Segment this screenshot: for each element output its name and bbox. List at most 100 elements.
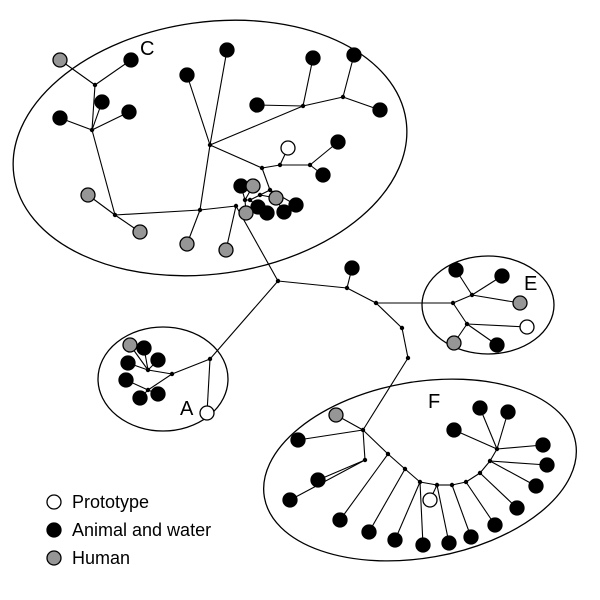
cluster-label-E: E [524,273,537,295]
internal-node [400,326,404,330]
node-animal [447,423,461,437]
edge [290,460,365,500]
edge [210,50,227,145]
internal-node [435,483,439,487]
internal-node [276,279,280,283]
edge [402,328,408,358]
node-human [219,243,233,257]
node-prototype [281,141,295,155]
node-human [133,225,147,239]
node-human [81,188,95,202]
node-animal [137,341,151,355]
edge [376,303,402,328]
node-animal [540,458,554,472]
edge [363,358,408,430]
internal-node [308,163,312,167]
node-animal [510,501,524,515]
node-human [513,296,527,310]
internal-node [198,208,202,212]
node-animal [283,493,297,507]
internal-node [361,428,365,432]
internal-node [403,467,407,471]
edge [172,359,210,374]
cluster-outline-C [0,0,424,300]
leaf-nodes [53,43,554,552]
edge [303,97,343,106]
legend-marker-human [47,551,61,565]
edge [298,430,363,440]
node-animal [260,206,274,220]
node-animal [306,51,320,65]
internal-node [451,301,455,305]
edge [437,485,449,543]
node-human [447,336,461,350]
internal-node [450,483,454,487]
edge [262,165,280,168]
internal-node [248,198,252,202]
internal-node [260,166,264,170]
internal-node [208,143,212,147]
edge [453,303,467,324]
node-animal [362,525,376,539]
node-animal [180,68,194,82]
edge [420,482,423,545]
node-animal [289,198,303,212]
legend-label: Human [72,548,130,568]
edge [363,430,365,460]
node-human [123,338,137,352]
node-prototype [520,320,534,334]
edge [347,288,376,303]
edge [405,469,420,482]
edge [453,295,472,303]
node-animal [473,401,487,415]
internal-node [146,368,150,372]
node-human [239,206,253,220]
node-animal [124,53,138,67]
legend-label: Animal and water [72,520,211,540]
node-animal [490,338,504,352]
edge [318,460,365,480]
internal-node [208,357,212,361]
edge [369,469,405,532]
edge [92,130,115,215]
node-prototype [423,493,437,507]
edge [388,454,405,469]
edges-layer [60,50,547,545]
internal-node [470,293,474,297]
cluster-label-A: A [180,398,194,420]
node-animal [449,263,463,277]
edge [420,482,437,485]
internal-node [243,198,247,202]
edge [466,482,495,525]
internal-nodes [90,83,499,487]
internal-node [464,480,468,484]
node-animal [495,269,509,283]
node-animal [529,479,543,493]
cluster-label-C: C [140,38,154,60]
edge [480,461,490,473]
node-animal [316,168,330,182]
node-animal [291,433,305,447]
edge [340,454,388,520]
edge [200,206,236,210]
edge [490,461,536,486]
node-animal [416,538,430,552]
cluster-label-F: F [428,391,440,413]
edge [115,210,200,215]
node-human [180,237,194,251]
node-prototype [200,406,214,420]
internal-node [363,458,367,462]
edge [200,145,210,210]
node-human [53,53,67,67]
internal-node [418,480,422,484]
legend-marker-animal [47,523,61,537]
node-animal [464,530,478,544]
node-animal [331,135,345,149]
internal-node [301,104,305,108]
internal-node [113,213,117,217]
edge [187,75,210,145]
legend: PrototypeAnimal and waterHuman [47,492,211,568]
edge [490,461,547,465]
node-animal [220,43,234,57]
internal-node [234,204,238,208]
